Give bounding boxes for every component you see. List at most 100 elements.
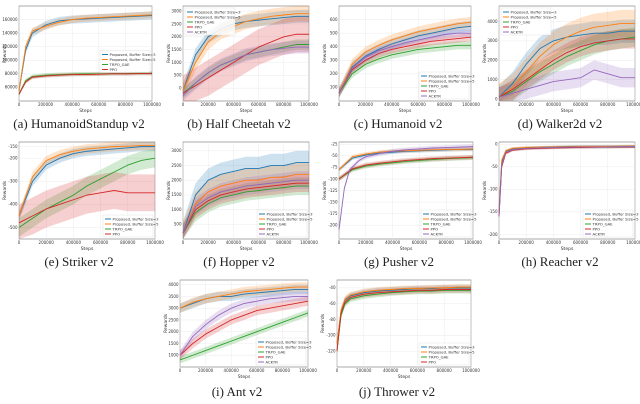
series-line-ppo <box>338 156 474 180</box>
x-tick-label: 1000000 <box>462 102 480 107</box>
y-axis-label: Rewards <box>320 313 326 333</box>
x-axis-label: Steps <box>81 246 94 252</box>
x-tick-label: 600000 <box>410 368 426 373</box>
x-tick-label: 0 <box>336 368 339 373</box>
x-axis-label: Steps <box>400 246 413 252</box>
y-tick-label: 0 <box>179 85 182 90</box>
legend-label: TRPO_GAE <box>510 19 532 24</box>
x-tick-label: 1000000 <box>462 368 480 373</box>
y-tick-label: 2500 <box>171 163 182 168</box>
series-line-proposed-buffer-size-5 <box>18 14 153 91</box>
y-tick-label: -125 <box>328 188 338 193</box>
x-tick-label: 600000 <box>251 102 267 107</box>
y-axis-label: Rewards <box>2 43 8 63</box>
y-tick-label: 100000 <box>2 58 18 63</box>
y-tick-label: 0 <box>495 142 498 147</box>
y-tick-label: 3000 <box>487 38 498 43</box>
x-axis-label: Steps <box>561 246 574 252</box>
x-tick-label: 200000 <box>38 102 54 107</box>
y-tick-label: 1500 <box>171 192 182 197</box>
legend-label: PPO <box>429 88 437 93</box>
y-tick-label: -400 <box>8 202 18 207</box>
y-tick-label: -500 <box>8 225 18 230</box>
series-band-proposed-buffer-size-5 <box>183 162 309 239</box>
series-line-proposed-buffer-size-5 <box>498 23 635 98</box>
x-tick-label: 800000 <box>437 368 453 373</box>
legend-box <box>418 342 470 366</box>
legend-label: TRPO_GAE <box>112 226 134 231</box>
x-tick-label: 800000 <box>600 102 616 107</box>
legend-label: ACKTR <box>429 93 442 98</box>
legend-label: Proposed, Buffer Size=3 <box>110 52 157 57</box>
series-line-proposed-buffer-size-5 <box>179 286 308 309</box>
series-line-proposed-buffer-size-5 <box>338 21 472 94</box>
legend-label: Proposed, Buffer Size=5 <box>195 14 242 19</box>
legend-box <box>500 7 552 36</box>
series-band-proposed-buffer-size-5 <box>339 16 471 99</box>
legend-label: ACKTR <box>431 231 444 236</box>
x-tick-label: 400000 <box>385 240 401 245</box>
x-tick-label: 600000 <box>573 240 589 245</box>
x-tick-label: 200000 <box>519 102 535 107</box>
caption-pusher: (g) Pusher v2 <box>363 254 435 269</box>
series-line-proposed-buffer-size-5 <box>18 145 155 217</box>
series-line-acktr <box>182 179 309 234</box>
series-line-proposed-buffer-size-3 <box>182 162 309 234</box>
legend-label: TRPO_GAE <box>430 221 452 226</box>
plot-halfcheetah: 0 500 1000 1500 2000 2500 3000 0 200000 400000 600… <box>166 5 318 114</box>
y-tick-label: 1000 <box>168 353 179 358</box>
legend-label: PPO <box>511 24 519 29</box>
y-axis-label: Rewards <box>482 180 488 200</box>
plot-reacher: -200 -150 -100 -50 0 0 200000 400000 600000 80000… <box>482 142 640 252</box>
y-tick-label: 3500 <box>168 294 179 299</box>
y-tick-label: 200 <box>330 71 338 76</box>
legend-label: PPO <box>593 226 601 231</box>
series-line-proposed-buffer-size-3 <box>18 146 155 217</box>
legend-label: ACKTR <box>593 231 606 236</box>
x-tick-label: 400000 <box>66 240 82 245</box>
series-band-acktr <box>499 60 635 101</box>
x-tick-label: 400000 <box>384 102 400 107</box>
x-tick-label: 0 <box>182 102 185 107</box>
x-tick-label: 600000 <box>251 240 267 245</box>
x-tick-label: 1000000 <box>626 102 640 107</box>
plot-pusher: -200 -175 -150 -125 -100 -75 -50 -25 0 200000 4000… <box>322 142 482 252</box>
legend-label: Proposed, Buffer Size=3 <box>593 211 640 216</box>
y-tick-label: 100 <box>330 85 338 90</box>
series-line-trpo-gae <box>179 312 309 361</box>
x-tick-label: 400000 <box>65 102 81 107</box>
series-band-proposed-buffer-size-3 <box>183 150 309 239</box>
y-tick-label: 120000 <box>2 44 18 49</box>
x-axis-label: Steps <box>561 108 574 114</box>
series-line-acktr <box>338 32 471 94</box>
x-tick-label: 800000 <box>439 240 455 245</box>
y-tick-label: 80000 <box>5 71 18 76</box>
legend-box <box>102 214 154 238</box>
legend-label: PPO <box>110 67 118 72</box>
x-tick-label: 800000 <box>276 240 292 245</box>
x-tick-label: 400000 <box>226 240 242 245</box>
legend-label: PPO <box>113 231 121 236</box>
y-tick-label: -200 <box>8 155 18 160</box>
y-tick-label: 2000 <box>171 178 182 183</box>
y-tick-label: 60000 <box>5 85 18 90</box>
y-tick-label: -50 <box>491 164 498 169</box>
legend-label: Proposed, Buffer Size=3 <box>266 339 313 344</box>
x-tick-label: 1000000 <box>300 102 318 107</box>
series-line-trpo-gae <box>338 157 474 180</box>
caption-walker2d: (d) Walker2d v2 <box>517 116 603 131</box>
caption-humanoidstandup: (a) HumanoidStandup v2 <box>13 116 145 131</box>
x-tick-label: 800000 <box>437 102 453 107</box>
y-tick-label: 500 <box>174 73 182 78</box>
series-band-trpo-gae <box>19 148 155 237</box>
y-tick-label: 3000 <box>168 306 179 311</box>
series-band-proposed-buffer-size-5 <box>499 9 635 102</box>
legend-box <box>256 209 308 238</box>
series-band-acktr <box>180 291 308 360</box>
legend-label: Proposed, Buffer Size=3 <box>429 344 476 349</box>
x-axis-label: Steps <box>79 108 92 114</box>
y-tick-label: -100 <box>328 176 338 181</box>
